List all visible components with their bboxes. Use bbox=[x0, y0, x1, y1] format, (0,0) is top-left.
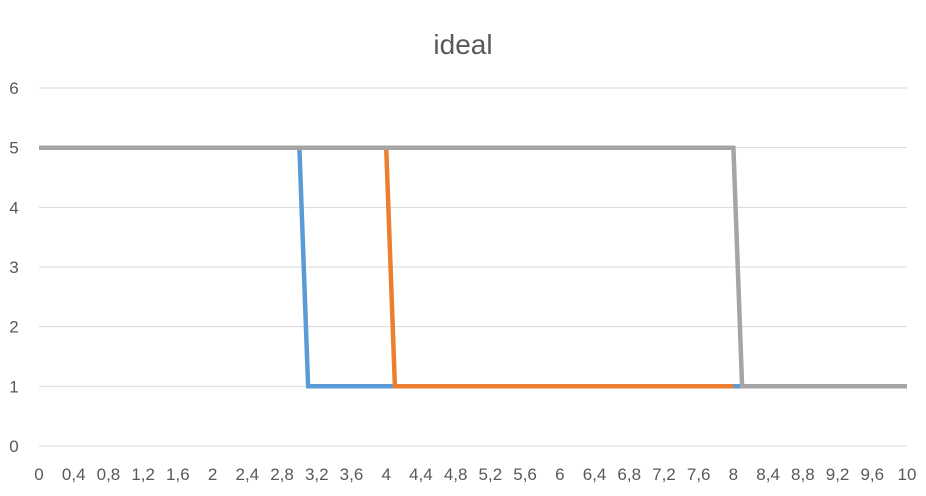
x-tick-label: 6,4 bbox=[583, 465, 607, 484]
y-tick-label: 6 bbox=[9, 79, 18, 98]
x-tick-label: 1,2 bbox=[131, 465, 155, 484]
x-tick-label: 7,6 bbox=[687, 465, 711, 484]
x-tick-label: 4,4 bbox=[409, 465, 433, 484]
x-tick-label: 9,6 bbox=[860, 465, 884, 484]
chart-title: ideal bbox=[433, 29, 492, 60]
x-tick-label: 0,4 bbox=[62, 465, 86, 484]
x-tick-label: 4,8 bbox=[444, 465, 468, 484]
series-line-3 bbox=[39, 145, 907, 389]
x-tick-label: 8,4 bbox=[756, 465, 780, 484]
x-axis-tick-labels: 0 0,4 0,8 1,2 1,6 2 2,4 2,8 3,2 3,6 4 4,4 4,8 5,2 5,6 6… bbox=[34, 465, 916, 484]
y-axis-tick-labels: 0 1 2 3 4 5 6 bbox=[9, 79, 18, 456]
y-tick-label: 2 bbox=[9, 318, 18, 337]
x-tick-label: 2,8 bbox=[270, 465, 294, 484]
y-tick-label: 1 bbox=[9, 377, 18, 396]
x-tick-label: 3,2 bbox=[305, 465, 329, 484]
y-tick-label: 0 bbox=[9, 437, 18, 456]
y-tick-label: 3 bbox=[9, 258, 18, 277]
x-tick-label: 9,2 bbox=[826, 465, 850, 484]
x-tick-label: 8,8 bbox=[791, 465, 815, 484]
x-tick-label: 6 bbox=[555, 465, 564, 484]
series-lines bbox=[39, 145, 907, 389]
x-tick-label: 4 bbox=[381, 465, 390, 484]
x-tick-label: 8 bbox=[729, 465, 738, 484]
x-tick-label: 5,2 bbox=[479, 465, 503, 484]
x-tick-label: 10 bbox=[898, 465, 917, 484]
x-tick-label: 0 bbox=[34, 465, 43, 484]
gridlines bbox=[39, 87, 907, 447]
x-tick-label: 2,4 bbox=[235, 465, 259, 484]
x-tick-label: 7,2 bbox=[652, 465, 676, 484]
x-tick-label: 2 bbox=[208, 465, 217, 484]
x-tick-label: 6,8 bbox=[617, 465, 641, 484]
x-tick-label: 3,6 bbox=[340, 465, 364, 484]
x-tick-label: 0,8 bbox=[97, 465, 121, 484]
x-tick-label: 1,6 bbox=[166, 465, 190, 484]
y-tick-label: 5 bbox=[9, 139, 18, 158]
y-tick-label: 4 bbox=[9, 198, 18, 217]
x-tick-label: 5,6 bbox=[513, 465, 537, 484]
